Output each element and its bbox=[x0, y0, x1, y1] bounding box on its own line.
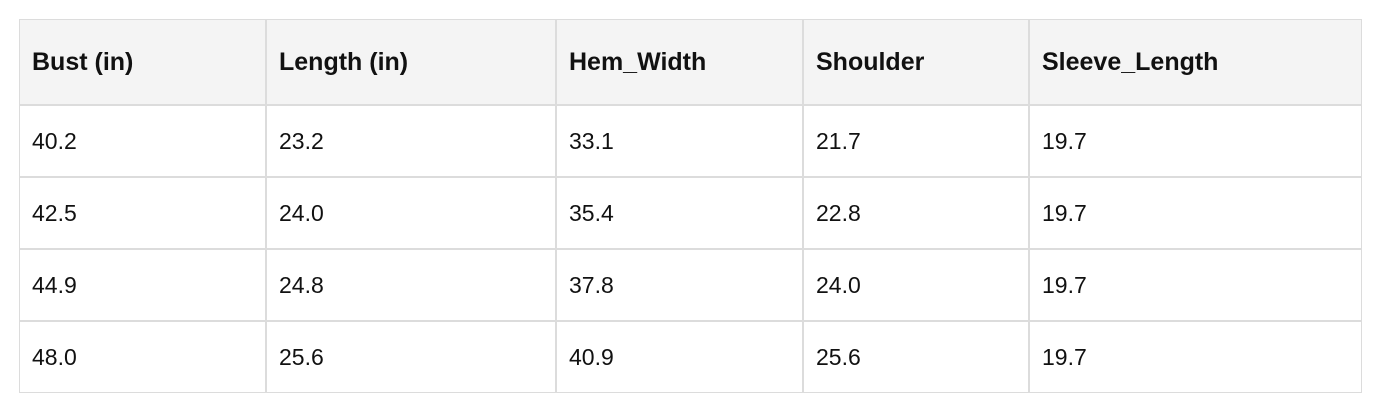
header-cell: Hem_Width bbox=[556, 19, 803, 105]
header-cell: Length (in) bbox=[266, 19, 556, 105]
table-cell: 48.0 bbox=[19, 321, 266, 393]
table-cell: 19.7 bbox=[1029, 177, 1362, 249]
table-container: Bust (in) Length (in) Hem_Width Shoulder Sle… bbox=[19, 19, 1362, 393]
header-cell: Shoulder bbox=[803, 19, 1029, 105]
table-cell: 19.7 bbox=[1029, 105, 1362, 177]
table-cell: 33.1 bbox=[556, 105, 803, 177]
table-cell: 42.5 bbox=[19, 177, 266, 249]
table-cell: 19.7 bbox=[1029, 321, 1362, 393]
table-header: Bust (in) Length (in) Hem_Width Shoulder Sle… bbox=[19, 19, 1362, 105]
table-cell: 25.6 bbox=[803, 321, 1029, 393]
table-cell: 37.8 bbox=[556, 249, 803, 321]
table-cell: 24.0 bbox=[266, 177, 556, 249]
table-cell: 40.9 bbox=[556, 321, 803, 393]
table-cell: 23.2 bbox=[266, 105, 556, 177]
table-cell: 40.2 bbox=[19, 105, 266, 177]
table-cell: 21.7 bbox=[803, 105, 1029, 177]
header-cell: Bust (in) bbox=[19, 19, 266, 105]
size-table: Bust (in) Length (in) Hem_Width Shoulder Sle… bbox=[19, 19, 1362, 393]
table-cell: 24.8 bbox=[266, 249, 556, 321]
table-cell: 22.8 bbox=[803, 177, 1029, 249]
table-row: 40.2 23.2 33.1 21.7 19.7 bbox=[19, 105, 1362, 177]
table-cell: 24.0 bbox=[803, 249, 1029, 321]
header-cell: Sleeve_Length bbox=[1029, 19, 1362, 105]
table-row: 48.0 25.6 40.9 25.6 19.7 bbox=[19, 321, 1362, 393]
table-row: 42.5 24.0 35.4 22.8 19.7 bbox=[19, 177, 1362, 249]
table-cell: 19.7 bbox=[1029, 249, 1362, 321]
table-cell: 35.4 bbox=[556, 177, 803, 249]
header-row: Bust (in) Length (in) Hem_Width Shoulder Sle… bbox=[19, 19, 1362, 105]
table-cell: 44.9 bbox=[19, 249, 266, 321]
table-body: 40.2 23.2 33.1 21.7 19.7 42.5 24.0 35.4 22.8 19.7… bbox=[19, 105, 1362, 393]
table-row: 44.9 24.8 37.8 24.0 19.7 bbox=[19, 249, 1362, 321]
table-cell: 25.6 bbox=[266, 321, 556, 393]
